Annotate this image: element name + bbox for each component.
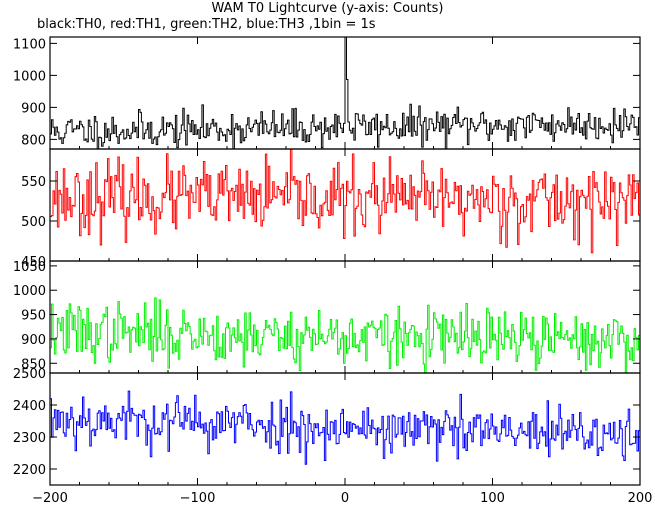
x-tick-label: 200 [628, 491, 653, 505]
y-tick-label: 1050 [13, 260, 46, 275]
y-tick-label: 450 [21, 255, 46, 270]
y-tick-label: 2200 [13, 463, 46, 478]
y-tick-label: 2500 [13, 367, 46, 382]
y-tick-label: 850 [21, 357, 46, 372]
series-line-th2 [50, 297, 640, 373]
y-tick-label: 1000 [13, 69, 46, 84]
x-tick-label: −100 [180, 491, 216, 505]
y-tick-label: 800 [21, 133, 46, 148]
series-line-th3 [50, 390, 640, 465]
y-tick-label: 900 [21, 333, 46, 348]
chart-title: WAM T0 Lightcurve (y-axis: Counts) [211, 1, 444, 16]
chart-subtitle: black:TH0, red:TH1, green:TH2, blue:TH3 … [37, 17, 376, 32]
y-tick-label: 900 [21, 101, 46, 116]
y-tick-label: 2400 [13, 399, 46, 414]
x-tick-label: −200 [32, 491, 68, 505]
y-tick-label: 500 [21, 215, 46, 230]
series-line-th0 [50, 37, 640, 149]
y-tick-label: 550 [21, 175, 46, 190]
y-tick-label: 950 [21, 309, 46, 324]
y-tick-label: 1100 [13, 37, 46, 52]
y-tick-label: 2300 [13, 431, 46, 446]
y-tick-label: 1000 [13, 284, 46, 299]
x-tick-label: 100 [480, 491, 505, 505]
series-line-th1 [50, 149, 640, 254]
x-tick-label: 0 [341, 491, 349, 505]
